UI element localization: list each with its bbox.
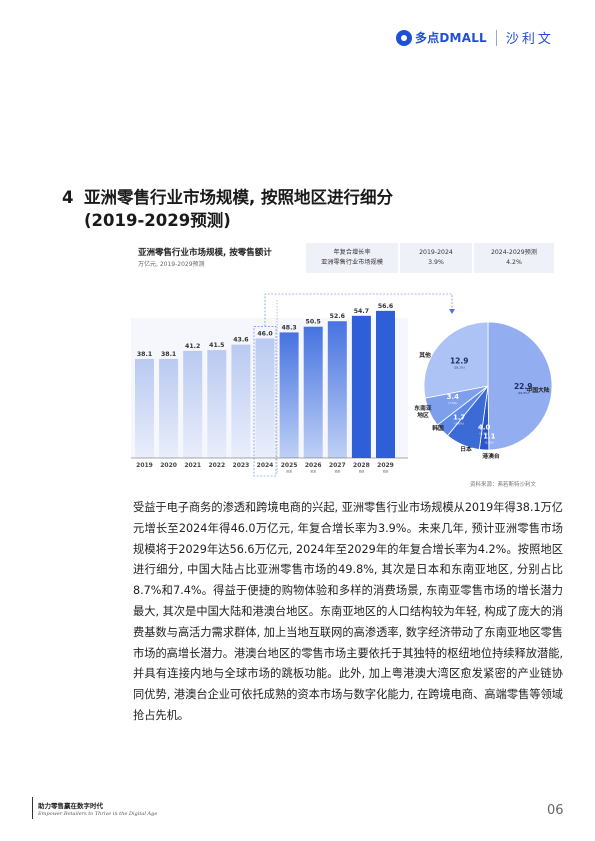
x-tick-sublabel: 预测 xyxy=(359,470,365,474)
bar-2021 xyxy=(183,350,203,458)
x-tick-label: 2021 xyxy=(184,462,201,469)
pie-share-label: (3.6%) xyxy=(455,421,464,425)
footer-subtitle: Empower Retailers to Thrive in the Digit… xyxy=(38,811,158,817)
bar-chart: 38.1 2019 38.1 2020 41.2 2021 41.5 2022 43.6 2023… xyxy=(131,293,455,477)
x-tick-sublabel: 预测 xyxy=(334,470,340,474)
bar-2027 xyxy=(327,321,347,458)
footer-title: 助力零售赢在数字时代 xyxy=(38,802,103,810)
x-tick-label: 2020 xyxy=(160,462,177,469)
pie-category-label: 东南亚 xyxy=(414,404,432,412)
cagr-value1: 3.9% xyxy=(428,259,444,266)
pie-value-label: 3.4 xyxy=(447,393,460,401)
source-note: 资料来源：弗若斯特沙利文 xyxy=(470,482,537,488)
pie-value-label: 1.1 xyxy=(483,432,496,440)
section-title: 4 亚洲零售行业市场规模, 按照地区进行细分 (2019-2029预测) xyxy=(62,186,393,232)
partner-name: 沙利文 xyxy=(505,32,554,47)
cagr-label: 年复合增长率 xyxy=(333,249,371,256)
cagr-value2: 4.2% xyxy=(506,259,522,266)
bar-2022 xyxy=(207,350,227,458)
pie-category-label: 港澳台 xyxy=(482,452,500,460)
pie-category-label: 日本 xyxy=(460,445,472,453)
pie-value-label: 1.7 xyxy=(453,413,466,421)
chart-subtitle: 万亿元, 2019-2029预测 xyxy=(138,261,205,268)
bar-value-label: 38.1 xyxy=(161,351,176,358)
section-title-line2: (2019-2029预测) xyxy=(84,211,231,230)
cagr-table: 年复合增长率 亚洲零售行业市场规模 2019-2024 3.9% 2024-20… xyxy=(306,243,554,273)
pie-value-label: 22.9 xyxy=(514,382,533,391)
x-tick-label: 2029 xyxy=(377,462,394,469)
header-logo: 多点DMALL 沙利文 xyxy=(396,28,554,47)
x-tick-sublabel: 预测 xyxy=(383,470,389,474)
pie-value-label: 12.9 xyxy=(450,357,469,366)
bar-value-label: 56.6 xyxy=(378,303,393,310)
bar-value-label: 41.2 xyxy=(185,343,200,350)
pie-share-label: (49.8%) xyxy=(518,391,529,395)
bar-value-label: 52.6 xyxy=(330,313,345,320)
pie-share-label: (28.1%) xyxy=(454,366,465,370)
pie-slice-5 xyxy=(423,321,489,399)
pie-category-label: 地区 xyxy=(417,411,429,419)
section-number: 4 xyxy=(62,188,74,207)
chart-title: 亚洲零售行业市场规模, 按零售额计 xyxy=(138,248,272,258)
dmall-logo-icon xyxy=(396,29,412,46)
bar-value-label: 46.0 xyxy=(257,330,273,337)
x-tick-label: 2025 xyxy=(281,462,298,469)
charts-svg: 38.1 2019 38.1 2020 41.2 2021 41.5 2022 43.6 2023… xyxy=(131,293,553,477)
logo-divider xyxy=(495,29,497,46)
pie-value-label: 4.0 xyxy=(478,424,491,432)
connector-line xyxy=(264,293,453,327)
bar-value-label: 50.5 xyxy=(306,319,321,326)
bar-2026 xyxy=(303,326,323,458)
x-tick-label: 2024 xyxy=(257,462,274,469)
x-tick-label: 2026 xyxy=(305,462,322,469)
pie-chart: 22.9(49.8%)中国大陆 1.1(2.3%) 港澳台 4.0(8.7%) 日本 1.… xyxy=(414,321,553,460)
x-tick-label: 2022 xyxy=(208,462,225,469)
connector-arrow xyxy=(449,309,455,314)
bar-2028 xyxy=(351,315,371,458)
pie-share-label: (2.3%) xyxy=(485,440,494,444)
cagr-metric: 亚洲零售行业市场规模 xyxy=(321,259,383,266)
pie-category-label: 中国大陆 xyxy=(526,386,549,394)
cagr-period2: 2024-2029预测 xyxy=(490,249,538,256)
bar-value-label: 54.7 xyxy=(354,308,369,315)
x-tick-sublabel: 预测 xyxy=(286,470,292,474)
x-tick-sublabel: 预测 xyxy=(310,470,316,474)
bar-value-label: 48.3 xyxy=(281,324,296,331)
bar-2024 xyxy=(255,338,275,458)
cagr-label-cell: 年复合增长率 亚洲零售行业市场规模 xyxy=(306,243,398,273)
cagr-period2-cell: 2024-2029预测 4.2% xyxy=(474,243,554,273)
pie-share-label: (7.4%) xyxy=(448,401,457,405)
bar-value-label: 43.6 xyxy=(233,337,248,344)
cagr-period1-cell: 2019-2024 3.9% xyxy=(400,243,472,273)
bar-2020 xyxy=(159,358,179,458)
section-title-line1: 亚洲零售行业市场规模, 按照地区进行细分 xyxy=(84,188,394,207)
bar-value-label: 41.5 xyxy=(209,342,224,349)
pie-category-label: 韩国 xyxy=(432,424,444,432)
pie-category-label: 其他 xyxy=(419,351,431,359)
pie-slice-0 xyxy=(487,321,553,451)
bar-2023 xyxy=(231,344,251,458)
cagr-period1: 2019-2024 xyxy=(419,249,453,256)
bar-2029 xyxy=(376,310,395,458)
page-number: 06 xyxy=(547,803,564,818)
logo-text: 多点DMALL xyxy=(415,31,487,45)
pie-share-label: (8.7%) xyxy=(480,432,489,436)
x-tick-label: 2019 xyxy=(136,462,153,469)
x-tick-label: 2027 xyxy=(329,462,346,469)
body-paragraph: 受益于电子商务的渗透和跨境电商的兴起, 亚洲零售行业市场规模从2019年得38.… xyxy=(133,501,563,722)
bar-2019 xyxy=(135,358,154,458)
bar-value-label: 38.1 xyxy=(137,351,152,358)
bar-2025 xyxy=(279,332,299,458)
x-tick-label: 2028 xyxy=(353,462,370,469)
footer-divider xyxy=(32,797,33,819)
x-tick-label: 2023 xyxy=(233,462,250,469)
